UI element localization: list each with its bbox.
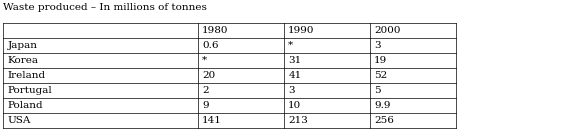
Text: Poland: Poland [8, 101, 43, 110]
Text: 256: 256 [374, 116, 394, 125]
Text: USA: USA [8, 116, 31, 125]
Text: Japan: Japan [8, 41, 37, 50]
Text: Korea: Korea [8, 56, 39, 65]
Text: Portugal: Portugal [8, 86, 53, 95]
Text: 3: 3 [374, 41, 381, 50]
Text: 5: 5 [374, 86, 381, 95]
Text: 0.6: 0.6 [202, 41, 219, 50]
Text: 3: 3 [288, 86, 295, 95]
Text: 9: 9 [202, 101, 209, 110]
Text: 1980: 1980 [202, 26, 229, 35]
Text: 2: 2 [202, 86, 209, 95]
Text: *: * [202, 56, 207, 65]
Text: 52: 52 [374, 71, 387, 80]
Text: Ireland: Ireland [8, 71, 46, 80]
Text: Waste produced – In millions of tonnes: Waste produced – In millions of tonnes [3, 3, 207, 12]
Text: 19: 19 [374, 56, 387, 65]
Text: 41: 41 [288, 71, 301, 80]
Text: 10: 10 [288, 101, 301, 110]
Text: 213: 213 [288, 116, 308, 125]
Text: 2000: 2000 [374, 26, 401, 35]
Text: 20: 20 [202, 71, 215, 80]
Text: 31: 31 [288, 56, 301, 65]
Text: 141: 141 [202, 116, 222, 125]
Text: *: * [288, 41, 293, 50]
Text: 1990: 1990 [288, 26, 315, 35]
Text: 9.9: 9.9 [374, 101, 391, 110]
